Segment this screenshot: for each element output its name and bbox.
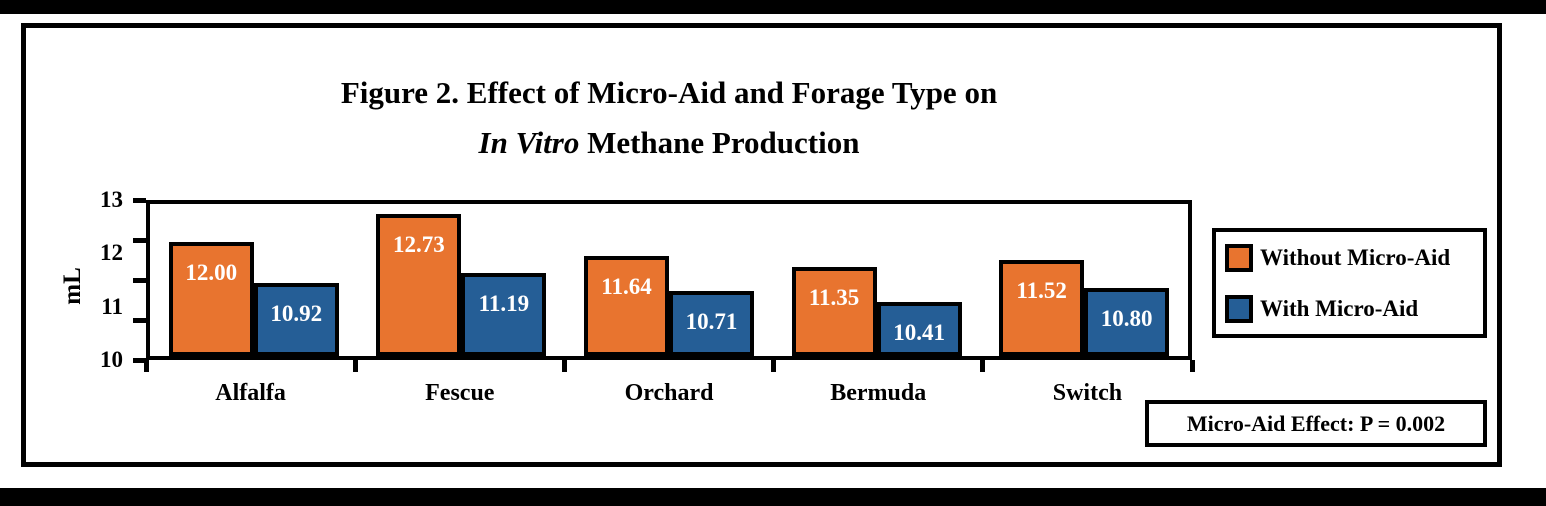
y-tick-label-12: 12	[100, 240, 123, 266]
bar-group-bermuda: 11.35 10.41	[773, 267, 981, 356]
y-tick-mark	[133, 317, 146, 323]
x-category-labels: Alfalfa Fescue Orchard Bermuda Switch	[146, 380, 1192, 407]
bar-group-fescue: 12.73 11.19	[358, 214, 566, 356]
bar-without-micro-aid-alfalfa: 12.00	[168, 242, 254, 356]
chart-title-line1: Figure 2. Effect of Micro-Aid and Forage…	[340, 75, 998, 110]
bar-value-label: 11.19	[478, 291, 530, 316]
bar-without-micro-aid-orchard: 11.64	[583, 256, 669, 356]
y-tick-label-10: 10	[100, 347, 123, 372]
x-category-label-switch: Switch	[1052, 380, 1123, 406]
x-category-label-fescue: Fescue	[425, 380, 495, 406]
legend-label-without-micro-aid: Without Micro-Aid	[1260, 244, 1451, 270]
bar-value-label: 12.73	[393, 232, 445, 257]
legend-item-with-micro-aid: With Micro-Aid	[1225, 294, 1483, 323]
bar-value-label: 12.00	[185, 260, 238, 285]
plot-bars: 12.00 10.92 12.73 11.19 11.64 10.71 11.35 10.41…	[150, 204, 1188, 356]
x-tick-mark	[143, 360, 149, 372]
x-category-label-bermuda: Bermuda	[830, 380, 927, 406]
legend-label-with-micro-aid: With Micro-Aid	[1260, 295, 1419, 321]
x-tick-mark	[980, 360, 986, 372]
x-tick-mark	[771, 360, 777, 372]
bar-value-label: 11.35	[808, 285, 860, 310]
bar-with-micro-aid-switch: 10.80	[1084, 288, 1170, 356]
bar-without-micro-aid-bermuda: 11.35	[791, 267, 877, 356]
bar-value-label: 10.41	[893, 320, 945, 345]
chart-title-italic-part: In Vitro	[478, 125, 580, 160]
bar-without-micro-aid-switch: 11.52	[999, 260, 1085, 356]
y-tick-label-13: 13	[100, 187, 123, 212]
legend-swatch-blue	[1225, 294, 1253, 323]
figure-frame: Figure 2. Effect of Micro-Aid and Forage…	[21, 23, 1502, 467]
y-tick-label-11: 11	[101, 293, 123, 319]
y-tick-mark	[133, 197, 146, 203]
bar-value-label: 10.80	[1100, 306, 1153, 331]
pvalue-note-box: Micro-Aid Effect: P = 0.002	[1145, 400, 1487, 447]
pvalue-note-text: Micro-Aid Effect: P = 0.002	[1186, 410, 1446, 436]
y-tick-mark	[133, 357, 146, 363]
x-tick-mark	[1189, 360, 1195, 372]
bar-group-alfalfa: 12.00 10.92	[150, 242, 358, 356]
bar-group-switch: 11.52 10.80	[980, 260, 1188, 356]
bar-value-label: 11.64	[601, 274, 652, 299]
legend-swatch-orange	[1225, 243, 1253, 272]
chart-title-line2: In Vitro Methane Production	[146, 118, 1192, 168]
legend: Without Micro-Aid With Micro-Aid	[1212, 228, 1487, 338]
x-tick-mark	[561, 360, 567, 372]
x-category-label-alfalfa: Alfalfa	[215, 380, 286, 406]
y-tick-mark	[133, 237, 146, 243]
bar-value-label: 10.71	[685, 309, 738, 334]
bar-with-micro-aid-fescue: 11.19	[461, 273, 547, 356]
bar-group-orchard: 11.64 10.71	[565, 256, 773, 356]
chart-title: Figure 2. Effect of Micro-Aid and Forage…	[146, 68, 1192, 168]
bar-without-micro-aid-fescue: 12.73	[376, 214, 462, 356]
plot-area: 12.00 10.92 12.73 11.19 11.64 10.71 11.35 10.41…	[146, 200, 1192, 360]
bar-with-micro-aid-alfalfa: 10.92	[253, 283, 339, 356]
x-tick-mark	[352, 360, 358, 372]
x-category-label-orchard: Orchard	[624, 380, 714, 406]
y-tick-mark	[133, 277, 146, 283]
bar-with-micro-aid-bermuda: 10.41	[876, 302, 962, 356]
chart-title-line2-rest: Methane Production	[579, 125, 860, 160]
figure-paper: Figure 2. Effect of Micro-Aid and Forage…	[0, 14, 1546, 488]
bar-value-label: 11.52	[1016, 278, 1067, 303]
bar-with-micro-aid-orchard: 10.71	[668, 291, 754, 356]
bar-value-label: 10.92	[270, 301, 323, 326]
legend-item-without-micro-aid: Without Micro-Aid	[1225, 243, 1483, 272]
